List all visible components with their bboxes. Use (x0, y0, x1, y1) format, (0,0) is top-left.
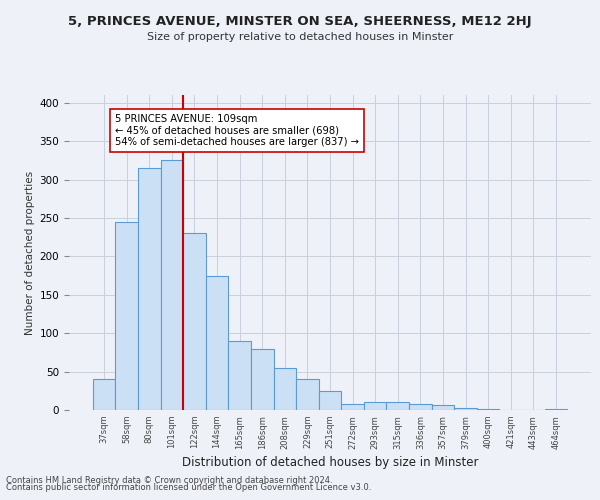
Bar (545, 409, 567, 410)
Text: Contains HM Land Registry data © Crown copyright and database right 2024.: Contains HM Land Registry data © Crown c… (6, 476, 332, 485)
Text: 5, PRINCES AVENUE, MINSTER ON SEA, SHEERNESS, ME12 2HJ: 5, PRINCES AVENUE, MINSTER ON SEA, SHEER… (68, 15, 532, 28)
Bar (431, 404, 454, 410)
Bar (341, 404, 364, 410)
Bar (251, 348, 274, 410)
Text: Contains public sector information licensed under the Open Government Licence v3: Contains public sector information licen… (6, 484, 371, 492)
Bar (229, 341, 251, 410)
Bar (477, 409, 499, 410)
Bar (206, 276, 229, 410)
Y-axis label: Number of detached properties: Number of detached properties (25, 170, 35, 334)
Bar (409, 404, 431, 410)
Bar (386, 402, 409, 410)
Bar (115, 222, 138, 410)
Bar (93, 380, 115, 410)
X-axis label: Distribution of detached houses by size in Minster: Distribution of detached houses by size … (182, 456, 478, 469)
Bar (138, 168, 161, 410)
Bar (319, 391, 341, 410)
Bar (274, 368, 296, 410)
Bar (364, 402, 386, 410)
Bar (183, 234, 206, 410)
Bar (296, 380, 319, 410)
Bar (161, 160, 183, 410)
Text: Size of property relative to detached houses in Minster: Size of property relative to detached ho… (147, 32, 453, 42)
Bar (454, 408, 477, 410)
Text: 5 PRINCES AVENUE: 109sqm
← 45% of detached houses are smaller (698)
54% of semi-: 5 PRINCES AVENUE: 109sqm ← 45% of detach… (115, 114, 359, 148)
